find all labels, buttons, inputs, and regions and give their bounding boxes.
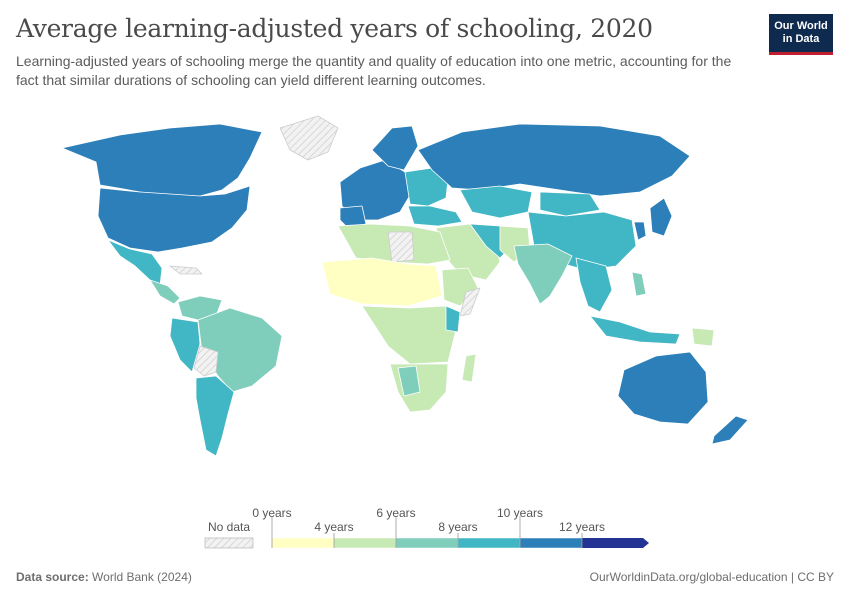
region-madagascar (461, 353, 477, 383)
region-scandinavia (371, 125, 419, 171)
footer: Data source: World Bank (2024) OurWorldi… (16, 570, 834, 584)
region-balkans-turkey (407, 205, 463, 227)
legend-bin-3 (457, 537, 521, 549)
legend-label-bottom-1: 8 years (438, 520, 477, 534)
region-kenya (445, 305, 461, 333)
legend-bin-5 (582, 538, 649, 548)
region-libya-western-sahara (387, 231, 415, 263)
source-url[interactable]: OurWorldinData.org/global-education | CC… (589, 570, 834, 584)
legend-no-data-label: No data (208, 520, 250, 534)
region-mongolia (539, 191, 601, 217)
source-label: Data source: (16, 570, 89, 584)
region-canada-alaska (61, 123, 263, 197)
region-kazakhstan (459, 185, 533, 219)
region-cuba (169, 265, 203, 275)
legend-bin-0 (271, 537, 335, 549)
region-papua-new-guinea (691, 327, 715, 347)
chart-title: Average learning-adjusted years of schoo… (16, 14, 653, 43)
owid-logo[interactable]: Our World in Data (769, 14, 833, 55)
region-sahel (321, 257, 443, 307)
source-text: World Bank (2024) (92, 570, 192, 584)
chart-subtitle: Learning-adjusted years of schooling mer… (16, 53, 732, 88)
region-bolivia (193, 345, 219, 377)
legend-no-data-swatch (204, 537, 254, 549)
logo-line-1: Our World (774, 20, 828, 32)
region-indonesia (589, 315, 681, 345)
logo-line-2: in Data (782, 33, 820, 45)
region-india (513, 243, 573, 305)
legend-bins (271, 537, 649, 549)
region-southeast-asia (575, 257, 613, 313)
map-legend: No data 0 years 6 years 10 years 4 years 8 y… (204, 506, 649, 549)
region-argentina-chile (195, 375, 235, 457)
region-russia (417, 123, 691, 197)
world-map (61, 115, 749, 457)
region-japan (649, 197, 673, 237)
region-greenland (279, 115, 339, 161)
region-new-zealand (711, 415, 749, 445)
legend-bin-2 (395, 537, 459, 549)
region-somalia (459, 287, 481, 317)
region-australia (617, 351, 709, 425)
legend-bin-1 (333, 537, 397, 549)
region-zambia-botswana (397, 365, 421, 397)
legend-ticks: 0 years 6 years 10 years 4 years 8 years 12 y… (252, 506, 605, 548)
legend-label-top-0: 0 years (252, 506, 291, 520)
region-central-america (149, 279, 181, 305)
legend-bin-4 (519, 537, 583, 549)
region-usa (97, 185, 251, 253)
legend-label-bottom-0: 4 years (314, 520, 353, 534)
region-philippines (631, 271, 647, 297)
legend-label-top-1: 6 years (376, 506, 415, 520)
legend-label-bottom-2: 12 years (559, 520, 605, 534)
region-korea (633, 221, 647, 241)
region-central-africa (361, 305, 457, 365)
legend-label-top-2: 10 years (497, 506, 543, 520)
